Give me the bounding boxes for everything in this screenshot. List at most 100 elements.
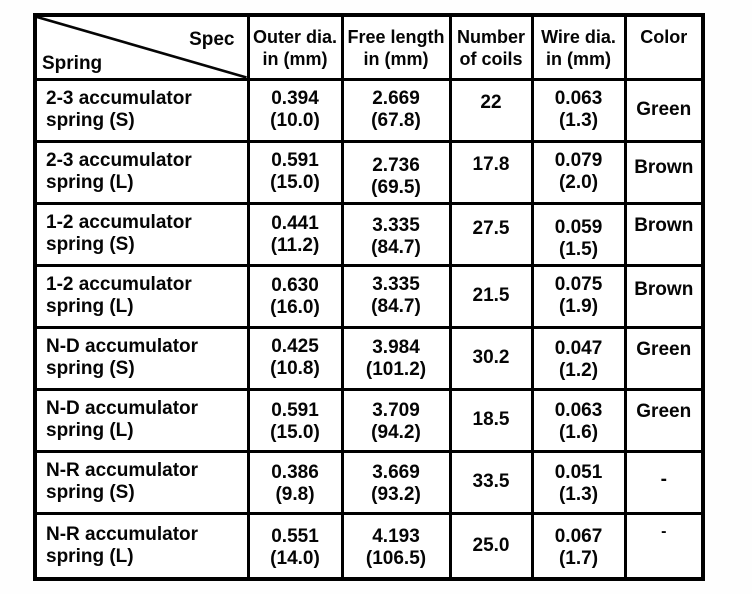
header-color-line1: Color (640, 27, 688, 47)
free-length-mm: (93.2) (371, 483, 421, 505)
wire-dia-in: 0.067 (554, 525, 603, 547)
outer-dia-cell: 0.386 (9.8) (246, 449, 344, 515)
color-cell: - (623, 449, 705, 515)
header-spec-label: Spec (189, 29, 235, 50)
free-length-in: 3.335 (372, 214, 420, 236)
free-length-in: 4.193 (372, 525, 420, 547)
free-length-cell: 3.669 (93.2) (340, 449, 452, 515)
free-length-cell: 3.709 (94.2) (340, 387, 452, 453)
spring-name-line2: spring (L) (46, 296, 134, 317)
table-row-2-3-accumulator-s: 2-3 accumulator spring (S) 0.394 (10.0) … (33, 77, 705, 143)
outer-dia-cell: 0.551 (14.0) (246, 511, 344, 581)
coils-value: 22 (480, 91, 502, 113)
spring-name-line2: spring (S) (46, 234, 135, 255)
free-length-in: 3.669 (372, 461, 420, 483)
spring-name-line1: 1-2 accumulator (46, 274, 192, 295)
wire-dia-in: 0.079 (554, 150, 603, 171)
free-length-mm: (69.5) (371, 176, 421, 198)
free-length-in: 2.736 (372, 154, 420, 176)
coils-cell: 25.0 (448, 511, 534, 581)
table-header: Spec Spring Outer dia. in (mm) Free leng… (33, 13, 705, 81)
spring-name-cell: N-D accumulator spring (L) (33, 387, 250, 453)
coils-value: 25.0 (472, 534, 510, 556)
free-length-mm: (84.7) (371, 296, 421, 317)
table-body: 2-3 accumulator spring (S) 0.394 (10.0) … (33, 77, 705, 581)
outer-dia-cell: 0.441 (11.2) (246, 201, 344, 267)
header-outer-dia-line1: Outer dia. (252, 27, 337, 47)
spring-name-line1: N-D accumulator (46, 336, 199, 357)
spring-name-line2: spring (L) (46, 172, 134, 193)
spring-name-line2: spring (L) (46, 420, 134, 441)
color-cell: Green (623, 387, 705, 453)
table-row-1-2-accumulator-s: 1-2 accumulator spring (S) 0.441 (11.2) … (33, 201, 705, 267)
color-cell: Green (623, 77, 705, 143)
wire-dia-cell: 0.067 (1.7) (530, 511, 627, 581)
outer-dia-in: 0.591 (271, 399, 319, 421)
wire-dia-in: 0.063 (554, 88, 603, 109)
outer-dia-mm: (10.0) (270, 110, 320, 131)
header-coils-line2: of coils (459, 49, 523, 69)
wire-dia-cell: 0.079 (2.0) (530, 139, 627, 205)
header-number-of-coils: Number of coils (448, 13, 534, 81)
wire-dia-cell: 0.051 (1.3) (530, 449, 627, 515)
coils-value: 30.2 (472, 347, 510, 368)
spring-name-line1: N-R accumulator (46, 460, 199, 481)
diagonal-header-cell: Spec Spring (33, 13, 250, 81)
outer-dia-cell: 0.425 (10.8) (246, 325, 344, 391)
wire-dia-in: 0.059 (554, 216, 603, 238)
coils-cell: 18.5 (448, 387, 534, 453)
spring-name-line2: spring (S) (46, 358, 135, 379)
table-row-1-2-accumulator-l: 1-2 accumulator spring (L) 0.630 (16.0) … (33, 263, 705, 329)
coils-value: 18.5 (472, 409, 510, 430)
wire-dia-mm: (1.7) (558, 547, 599, 569)
wire-dia-cell: 0.059 (1.5) (530, 201, 627, 267)
free-length-cell: 3.335 (84.7) (340, 263, 452, 329)
coils-cell: 21.5 (448, 263, 534, 329)
outer-dia-mm: (14.0) (270, 547, 320, 569)
outer-dia-mm: (11.2) (270, 234, 320, 256)
color-cell: - (623, 511, 705, 581)
color-value: - (660, 468, 667, 490)
table-row-n-d-accumulator-l: N-D accumulator spring (L) 0.591 (15.0) … (33, 387, 705, 453)
outer-dia-in: 0.425 (271, 336, 319, 357)
color-value: Green (636, 99, 692, 120)
header-coils-line1: Number (456, 27, 525, 47)
wire-dia-mm: (1.2) (558, 359, 599, 381)
wire-dia-cell: 0.063 (1.3) (530, 77, 627, 143)
table-row-n-r-accumulator-s: N-R accumulator spring (S) 0.386 (9.8) 3… (33, 449, 705, 515)
header-wire-dia-line2: in (mm) (546, 49, 611, 69)
color-cell: Brown (623, 201, 705, 267)
outer-dia-in: 0.394 (271, 88, 319, 109)
wire-dia-mm: (1.3) (558, 110, 599, 131)
table-row-n-d-accumulator-s: N-D accumulator spring (S) 0.425 (10.8) … (33, 325, 705, 391)
spring-name-line1: N-R accumulator (46, 523, 199, 545)
header-wire-dia: Wire dia. in (mm) (530, 13, 627, 81)
spring-name-line1: N-D accumulator (46, 398, 199, 419)
header-outer-dia: Outer dia. in (mm) (246, 13, 344, 81)
coils-cell: 33.5 (448, 449, 534, 515)
outer-dia-mm: (15.0) (270, 421, 320, 443)
outer-dia-mm: (15.0) (270, 172, 320, 193)
header-color: Color (623, 13, 705, 81)
spring-name-line1: 2-3 accumulator (46, 150, 192, 171)
outer-dia-mm: (9.8) (275, 483, 315, 505)
outer-dia-cell: 0.591 (15.0) (246, 387, 344, 453)
spring-name-line1: 2-3 accumulator (46, 88, 192, 109)
spring-name-cell: N-R accumulator spring (S) (33, 449, 250, 515)
coils-value: 17.8 (472, 153, 510, 175)
free-length-mm: (106.5) (365, 547, 427, 569)
outer-dia-in: 0.630 (271, 274, 319, 296)
color-value: Green (636, 338, 692, 360)
outer-dia-cell: 0.591 (15.0) (246, 139, 344, 205)
color-value: Brown (634, 278, 694, 300)
header-free-length-line1: Free length (347, 27, 445, 47)
free-length-cell: 2.736 (69.5) (340, 139, 452, 205)
spring-name-line2: spring (S) (46, 110, 135, 131)
spring-name-line1: 1-2 accumulator (46, 212, 192, 233)
coils-cell: 30.2 (448, 325, 534, 391)
wire-dia-mm: (1.5) (558, 238, 599, 260)
header-outer-dia-line2: in (mm) (262, 49, 328, 69)
wire-dia-mm: (2.0) (558, 172, 599, 193)
free-length-cell: 4.193 (106.5) (340, 511, 452, 581)
